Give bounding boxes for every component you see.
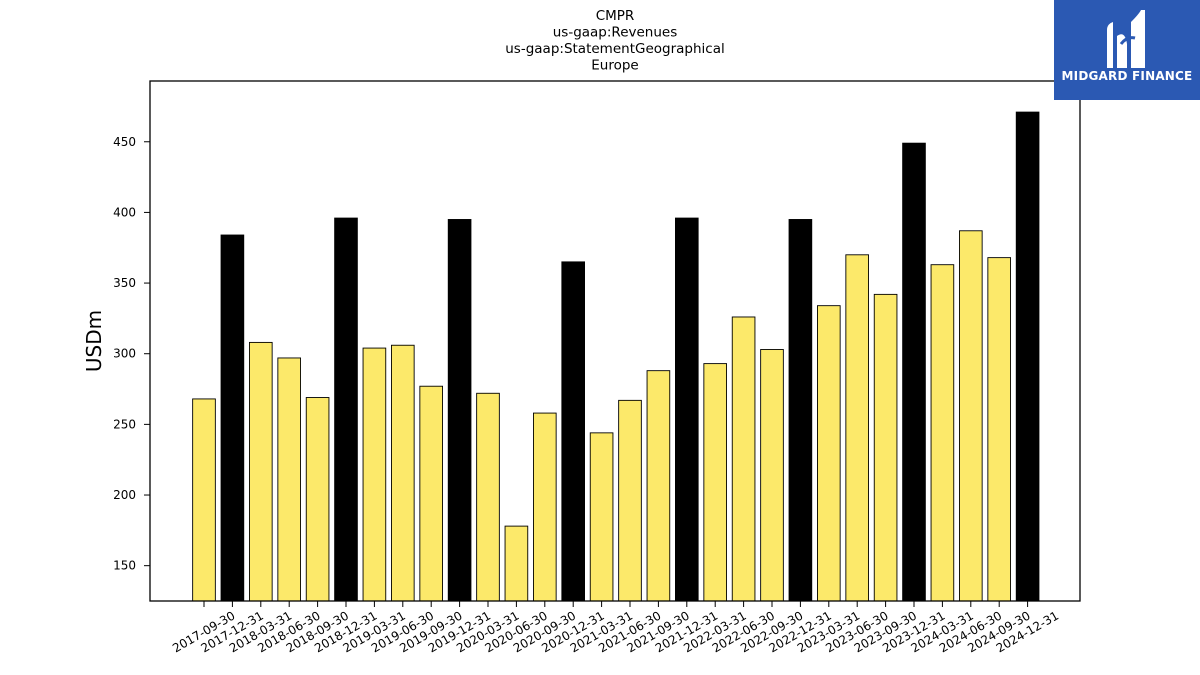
- bars: [192, 111, 1040, 602]
- bar: [476, 392, 500, 602]
- bar: [220, 234, 245, 602]
- y-tick-label: 400: [113, 205, 136, 219]
- logo-mark-icon: [1107, 10, 1145, 68]
- bar: [447, 219, 472, 602]
- bar: [362, 347, 387, 602]
- bar: [959, 230, 983, 602]
- plot-area-frame: [149, 80, 1081, 602]
- bar: [334, 217, 358, 602]
- y-tick-label: 150: [113, 559, 136, 573]
- bar: [703, 363, 727, 602]
- bar: [930, 264, 955, 602]
- bar: [504, 525, 529, 602]
- chart-title-line: us-gaap:StatementGeographical: [505, 41, 724, 57]
- bar: [731, 316, 756, 602]
- bar: [760, 349, 784, 602]
- bar: [419, 385, 444, 602]
- bar: [533, 412, 557, 602]
- bar: [561, 261, 585, 602]
- y-tick-label: 200: [113, 488, 136, 502]
- chart-title: CMPRus-gaap:Revenuesus-gaap:StatementGeo…: [505, 8, 724, 74]
- y-tick-label: 350: [113, 276, 136, 290]
- y-axis: 150 200 250 300 350 400 450: [113, 135, 150, 573]
- y-tick-label: 450: [113, 135, 136, 149]
- x-axis: 2017-09-302017-12-312018-03-312018-06-30…: [170, 601, 1061, 655]
- bar: [277, 357, 302, 602]
- chart-title-line: Europe: [591, 58, 638, 74]
- chart-title-line: us-gaap:Revenues: [553, 25, 678, 41]
- bar: [646, 370, 671, 602]
- bar: [845, 254, 869, 602]
- bar: [618, 399, 642, 602]
- bar: [817, 305, 841, 602]
- bar: [248, 341, 273, 602]
- bar: [987, 257, 1011, 602]
- bar: [192, 398, 216, 602]
- chart-title-line: CMPR: [596, 8, 635, 24]
- brand-logo: MIDGARD FINANCE: [1054, 0, 1200, 100]
- bar: [1015, 111, 1040, 602]
- y-tick-label: 300: [113, 347, 136, 361]
- bar: [788, 219, 813, 602]
- bar: [589, 432, 614, 602]
- bar: [675, 217, 699, 602]
- bar: [305, 397, 330, 602]
- y-tick-label: 250: [113, 417, 136, 431]
- bar: [902, 142, 926, 602]
- logo-text: MIDGARD FINANCE: [1061, 69, 1193, 83]
- y-axis-label: USDm: [82, 310, 106, 372]
- bar: [391, 344, 415, 602]
- bar: [873, 293, 898, 602]
